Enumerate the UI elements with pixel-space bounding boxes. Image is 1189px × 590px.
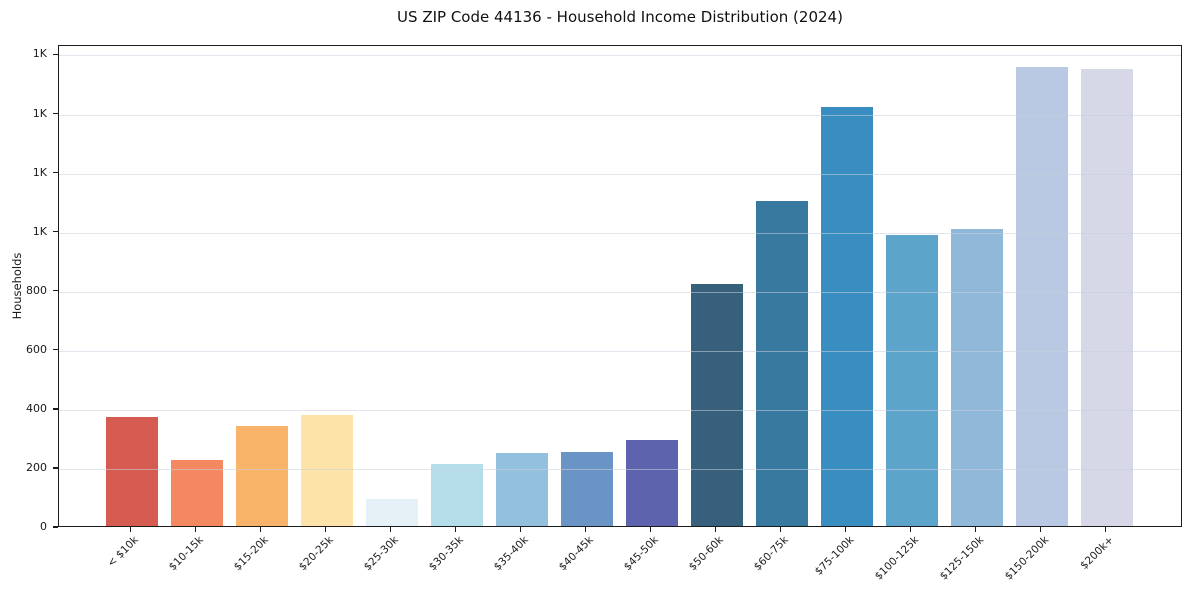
y-tick-mark	[53, 112, 58, 115]
x-tick-mark	[584, 527, 587, 532]
x-tick-label: $60-75k	[751, 534, 791, 574]
x-tick-label: $15-20k	[231, 534, 271, 574]
bar-200k+	[1080, 69, 1133, 526]
x-tick-mark	[844, 527, 847, 532]
x-tick-mark	[324, 527, 327, 532]
bar-45-50k	[625, 440, 678, 526]
bar-30-35k	[430, 463, 483, 526]
x-tick-mark	[194, 527, 197, 532]
x-tick-mark	[779, 527, 782, 532]
x-tick-mark	[454, 527, 457, 532]
bar-10-15k	[170, 460, 223, 526]
bar-40-45k	[560, 451, 613, 526]
y-tick-mark	[53, 467, 58, 469]
bar-10k	[105, 417, 158, 526]
x-tick-mark	[129, 527, 132, 532]
x-tick-mark	[649, 527, 652, 532]
y-tick-mark	[53, 171, 58, 174]
y-tick-label: 1K	[32, 224, 47, 238]
bar-60-75k	[755, 200, 808, 526]
y-tick-label: 400	[26, 401, 47, 415]
x-tick-mark	[519, 527, 522, 532]
x-tick-label: $100-125k	[872, 534, 921, 583]
bar-100-125k	[885, 235, 938, 526]
y-tick-mark	[53, 290, 58, 292]
bar-35-40k	[495, 452, 548, 526]
bar-125-150k	[950, 229, 1003, 526]
gridline	[59, 291, 1181, 293]
x-tick-label: $45-50k	[621, 534, 661, 574]
x-tick-label: $125-150k	[937, 534, 986, 583]
x-tick-mark	[1039, 527, 1042, 532]
x-tick-label: < $10k	[105, 534, 141, 570]
plot-area	[58, 45, 1182, 527]
gridline	[59, 468, 1181, 470]
x-tick-label: $200k+	[1078, 534, 1116, 572]
x-tick-label: $10-15k	[166, 534, 206, 574]
x-tick-mark	[714, 527, 717, 532]
y-tick-mark	[53, 526, 58, 528]
y-tick-label: 1K	[32, 106, 47, 120]
bar-50-60k	[690, 283, 743, 526]
x-tick-label: $40-45k	[556, 534, 596, 574]
y-tick-mark	[53, 230, 58, 233]
y-tick-mark	[53, 53, 58, 56]
bar-20-25k	[300, 415, 353, 526]
y-tick-mark	[53, 408, 58, 410]
x-tick-mark	[909, 527, 912, 532]
bar-75-100k	[820, 107, 873, 526]
gridline	[59, 173, 1181, 175]
y-tick-label: 1K	[32, 165, 47, 179]
bar-15-20k	[235, 426, 288, 526]
y-tick-label: 600	[26, 342, 47, 356]
chart-title: US ZIP Code 44136 - Household Income Dis…	[397, 8, 843, 26]
x-tick-label: $75-100k	[812, 534, 856, 578]
x-tick-mark	[1104, 527, 1107, 532]
x-tick-label: $150-200k	[1002, 534, 1051, 583]
x-tick-mark	[389, 527, 392, 532]
y-tick-label: 1K	[32, 47, 47, 61]
gridline	[59, 114, 1181, 116]
gridline	[59, 350, 1181, 352]
gridline	[59, 232, 1181, 234]
x-tick-label: $30-35k	[426, 534, 466, 574]
bar-150-200k	[1015, 66, 1068, 526]
y-tick-label: 0	[40, 520, 47, 533]
gridline	[59, 409, 1181, 411]
x-tick-label: $25-30k	[361, 534, 401, 574]
x-tick-label: $20-25k	[296, 534, 336, 574]
bar-25-30k	[365, 498, 418, 526]
y-tick-mark	[53, 349, 58, 351]
y-tick-label: 800	[26, 283, 47, 297]
x-tick-label: $35-40k	[491, 534, 531, 574]
x-tick-label: $50-60k	[686, 534, 726, 574]
x-tick-mark	[259, 527, 262, 532]
x-tick-mark	[974, 527, 977, 532]
y-tick-label: 200	[26, 460, 47, 474]
gridline	[59, 55, 1181, 57]
